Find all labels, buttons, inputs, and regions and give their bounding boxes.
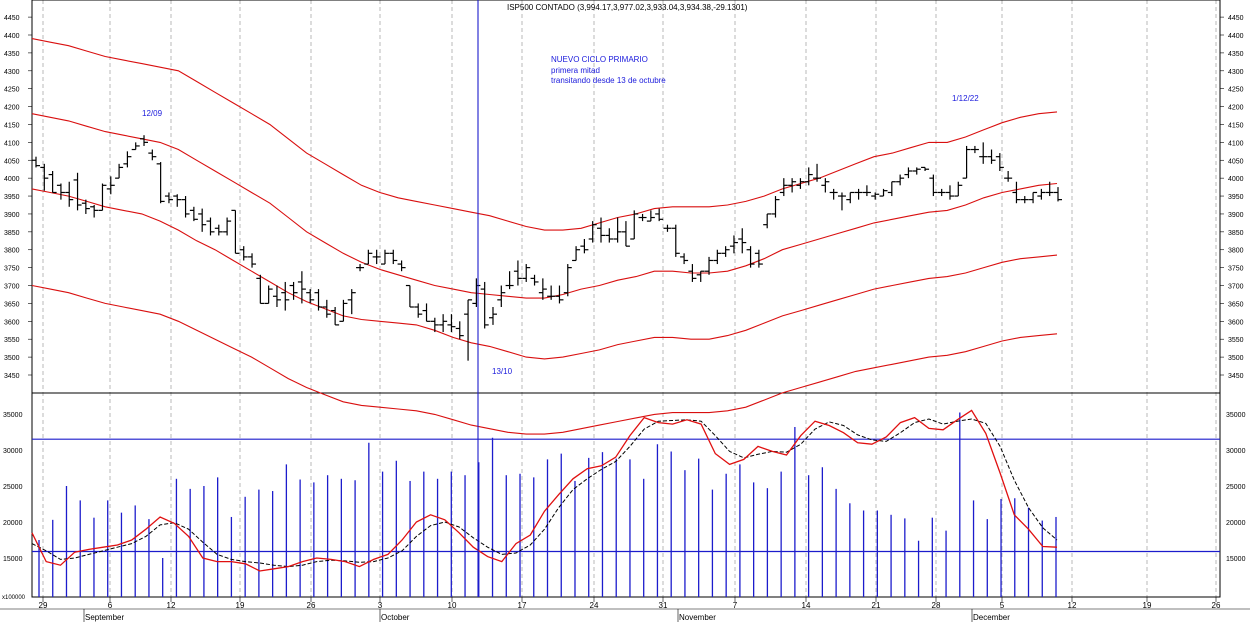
axis-labels: 29 6 12 19 26 3 10 17 24 31 7 14 21 28 5 12 19 26 Septembe… — [2, 15, 1246, 622]
price-tick-left: 4400 — [4, 33, 20, 40]
price-tick-left: 3700 — [4, 284, 20, 291]
volume-tick-right: 20000 — [1226, 520, 1246, 527]
date-tick-label: 19 — [1143, 601, 1152, 610]
price-tick-left: 3450 — [4, 373, 20, 380]
date-tick-label: 26 — [307, 601, 316, 610]
annotation-bottom-oct: 13/10 — [492, 367, 513, 376]
date-tick-label: 17 — [518, 601, 527, 610]
volume-tick-left: 35000 — [3, 412, 23, 419]
price-tick-right: 4300 — [1228, 69, 1244, 76]
month-label: September — [85, 613, 124, 622]
month-label: December — [973, 613, 1010, 622]
price-tick-right: 4350 — [1228, 51, 1244, 58]
price-tick-right: 3750 — [1228, 266, 1244, 273]
price-tick-right: 3600 — [1228, 319, 1244, 326]
price-tick-left: 3800 — [4, 248, 20, 255]
price-tick-left: 4050 — [4, 158, 20, 165]
date-tick-label: 12 — [1068, 601, 1077, 610]
date-tick-label: 14 — [802, 601, 811, 610]
price-tick-right: 4100 — [1228, 140, 1244, 147]
volume-tick-right: 35000 — [1226, 412, 1246, 419]
date-tick-label: 10 — [448, 601, 457, 610]
annotation-top-sep: 12/09 — [142, 109, 163, 118]
annotation-cycle-line1: primera mitad — [551, 66, 600, 75]
band-outer_upper — [31, 38, 1058, 231]
price-tick-right: 4050 — [1228, 158, 1244, 165]
date-tick-label: 6 — [108, 601, 113, 610]
oscillator-lines — [31, 409, 1058, 572]
price-tick-right: 3650 — [1228, 301, 1244, 308]
date-tick-label: 28 — [932, 601, 941, 610]
price-tick-right: 4450 — [1228, 15, 1244, 22]
price-tick-left: 3950 — [4, 194, 20, 201]
volume-bars — [38, 412, 1057, 597]
price-tick-right: 3550 — [1228, 337, 1244, 344]
price-tick-left: 3900 — [4, 212, 20, 219]
price-tick-right: 4250 — [1228, 87, 1244, 94]
price-tick-right: 4200 — [1228, 105, 1244, 112]
volume-tick-left: 15000 — [3, 556, 23, 563]
oscillator-slow-line — [31, 418, 1058, 568]
annotation-cycle-title: NUEVO CICLO PRIMARIO — [551, 55, 648, 64]
volume-levels — [32, 438, 1220, 553]
band-mid_upper — [31, 113, 1058, 299]
band-lower — [31, 284, 1058, 435]
price-tick-left: 4450 — [4, 15, 20, 22]
month-label: October — [381, 613, 410, 622]
price-tick-right: 3950 — [1228, 194, 1244, 201]
price-tick-left: 4150 — [4, 122, 20, 129]
price-tick-right: 3850 — [1228, 230, 1244, 237]
price-tick-right: 3700 — [1228, 284, 1244, 291]
volume-tick-right: 25000 — [1226, 484, 1246, 491]
volume-tick-left: 25000 — [3, 484, 23, 491]
date-tick-label: 21 — [872, 601, 881, 610]
price-tick-left: 3850 — [4, 230, 20, 237]
volume-tick-right: 15000 — [1226, 556, 1246, 563]
volume-unit-label: x100000 — [2, 595, 26, 601]
price-tick-left: 4350 — [4, 51, 20, 58]
date-tick-label: 12 — [167, 601, 176, 610]
price-tick-right: 3900 — [1228, 212, 1244, 219]
date-tick-label: 19 — [236, 601, 245, 610]
price-tick-right: 4400 — [1228, 33, 1244, 40]
price-tick-right: 3450 — [1228, 373, 1244, 380]
price-bars — [32, 135, 1062, 361]
price-tick-left: 4100 — [4, 140, 20, 147]
date-tick-label: 7 — [733, 601, 738, 610]
price-tick-right: 3500 — [1228, 355, 1244, 362]
price-tick-left: 3550 — [4, 337, 20, 344]
volume-tick-left: 20000 — [3, 520, 23, 527]
date-tick-label: 26 — [1212, 601, 1221, 610]
price-tick-right: 3800 — [1228, 248, 1244, 255]
chart-title: ISP500 CONTADO (3,994.17,3,977.02,3,933.… — [507, 3, 748, 12]
price-tick-left: 4250 — [4, 87, 20, 94]
price-tick-right: 4000 — [1228, 176, 1244, 183]
price-tick-left: 4300 — [4, 69, 20, 76]
plot-border — [31, 0, 1221, 598]
price-tick-left: 4200 — [4, 105, 20, 112]
date-tick-label: 3 — [378, 601, 383, 610]
band-mid_lower — [31, 188, 1058, 360]
grid-lines — [42, 0, 1217, 597]
price-tick-left: 3500 — [4, 355, 20, 362]
price-tick-left: 3650 — [4, 301, 20, 308]
month-label: November — [679, 613, 716, 622]
price-tick-left: 3750 — [4, 266, 20, 273]
chart-frame — [0, 0, 1250, 610]
date-tick-label: 31 — [659, 601, 668, 610]
price-tick-left: 4000 — [4, 176, 20, 183]
volume-tick-left: 30000 — [3, 448, 23, 455]
date-tick-label: 5 — [1000, 601, 1005, 610]
price-tick-left: 3600 — [4, 319, 20, 326]
date-tick-label: 29 — [39, 601, 48, 610]
price-tick-right: 4150 — [1228, 122, 1244, 129]
date-tick-label: 24 — [590, 601, 599, 610]
volume-tick-right: 30000 — [1226, 448, 1246, 455]
annotation-top-dec: 1/12/22 — [952, 94, 979, 103]
oscillator-fast-line — [31, 409, 1058, 572]
price-bands — [31, 38, 1058, 435]
annotation-cycle-line2: transitando desde 13 de octubre — [551, 76, 666, 85]
